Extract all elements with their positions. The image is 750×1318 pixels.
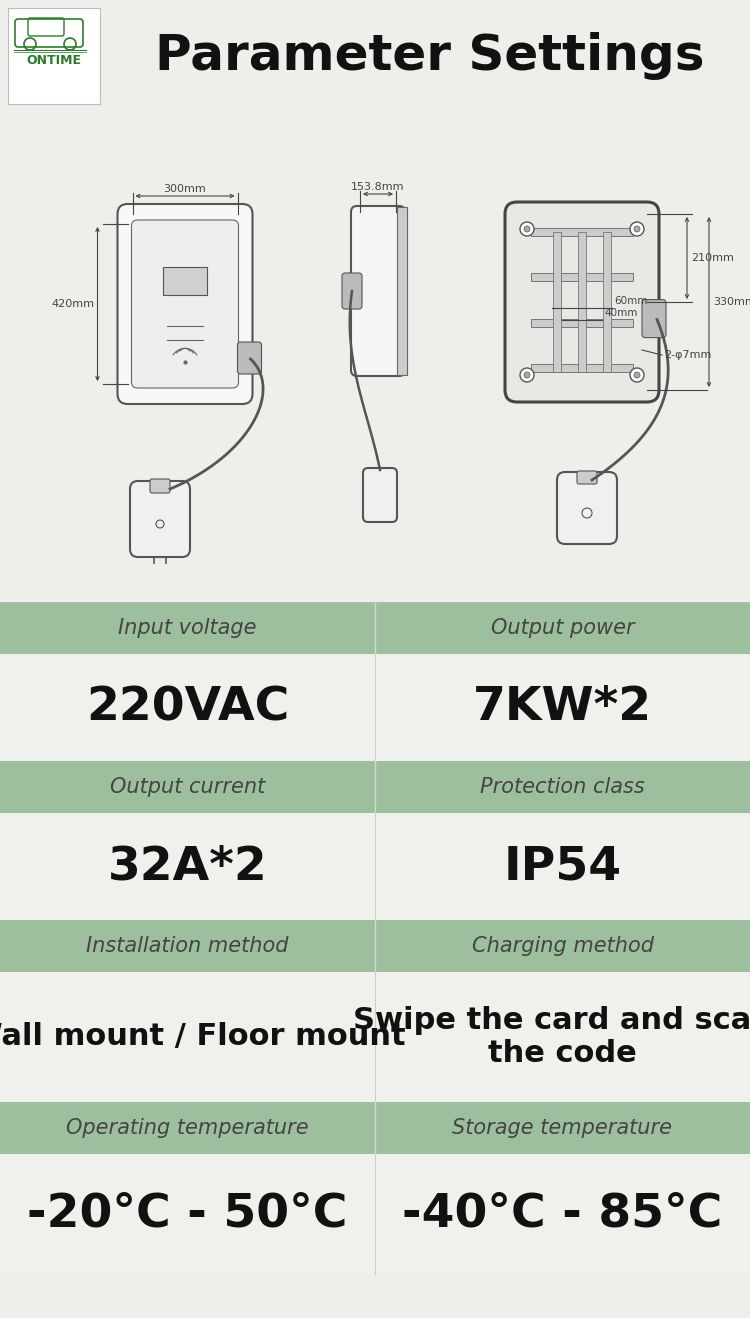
Bar: [531, 319, 633, 327]
FancyBboxPatch shape: [150, 478, 170, 493]
Text: 7KW*2: 7KW*2: [473, 685, 652, 730]
Text: 330mm: 330mm: [713, 297, 750, 307]
Text: Protection class: Protection class: [480, 778, 645, 797]
Circle shape: [520, 368, 534, 382]
Circle shape: [630, 221, 644, 236]
Bar: [0, 971, 750, 1102]
Text: Storage temperature: Storage temperature: [452, 1118, 673, 1137]
Text: Input voltage: Input voltage: [118, 618, 256, 638]
Text: -20°C - 50°C: -20°C - 50°C: [27, 1191, 348, 1236]
FancyBboxPatch shape: [131, 220, 238, 387]
Bar: [163, 268, 207, 295]
Text: IP54: IP54: [503, 844, 622, 890]
Bar: [0, 920, 750, 971]
FancyBboxPatch shape: [351, 206, 405, 376]
Bar: [0, 1102, 750, 1155]
Bar: [8, 8, 100, 104]
Circle shape: [634, 372, 640, 378]
FancyBboxPatch shape: [577, 471, 597, 484]
Circle shape: [630, 368, 644, 382]
Text: 420mm: 420mm: [52, 299, 94, 308]
Bar: [553, 232, 561, 372]
Bar: [0, 813, 750, 920]
Text: 300mm: 300mm: [164, 185, 206, 194]
FancyBboxPatch shape: [642, 299, 666, 337]
Text: 60mm: 60mm: [614, 297, 647, 306]
Text: 40mm: 40mm: [604, 308, 638, 318]
Text: Wall mount / Floor mount: Wall mount / Floor mount: [0, 1023, 406, 1052]
Bar: [531, 228, 633, 236]
Bar: [0, 602, 750, 654]
Bar: [397, 207, 407, 376]
Text: 32A*2: 32A*2: [108, 844, 267, 890]
Text: 210mm: 210mm: [691, 253, 734, 264]
Bar: [531, 364, 633, 372]
FancyBboxPatch shape: [363, 468, 397, 522]
Text: Installation method: Installation method: [86, 936, 289, 956]
Bar: [603, 232, 611, 372]
Circle shape: [520, 221, 534, 236]
Text: 220VAC: 220VAC: [86, 685, 290, 730]
FancyBboxPatch shape: [130, 481, 190, 558]
Text: -40°C - 85°C: -40°C - 85°C: [402, 1191, 723, 1236]
Text: ONTIME: ONTIME: [26, 54, 82, 66]
Bar: [0, 654, 750, 760]
Bar: [0, 1155, 750, 1275]
Text: Parameter Settings: Parameter Settings: [155, 32, 705, 80]
Bar: [531, 273, 633, 281]
Bar: [578, 232, 586, 372]
FancyBboxPatch shape: [238, 341, 262, 374]
Text: Output current: Output current: [110, 778, 266, 797]
Text: Operating temperature: Operating temperature: [66, 1118, 309, 1137]
Circle shape: [634, 225, 640, 232]
FancyBboxPatch shape: [557, 472, 617, 544]
Text: 2-φ7mm: 2-φ7mm: [664, 351, 711, 360]
Circle shape: [524, 372, 530, 378]
Bar: [0, 760, 750, 813]
Text: Charging method: Charging method: [472, 936, 653, 956]
Text: Output power: Output power: [490, 618, 634, 638]
FancyBboxPatch shape: [118, 204, 253, 405]
FancyBboxPatch shape: [342, 273, 362, 308]
Text: Swipe the card and scan
the code: Swipe the card and scan the code: [352, 1006, 750, 1069]
FancyBboxPatch shape: [505, 202, 659, 402]
Circle shape: [524, 225, 530, 232]
Text: 153.8mm: 153.8mm: [351, 182, 405, 192]
